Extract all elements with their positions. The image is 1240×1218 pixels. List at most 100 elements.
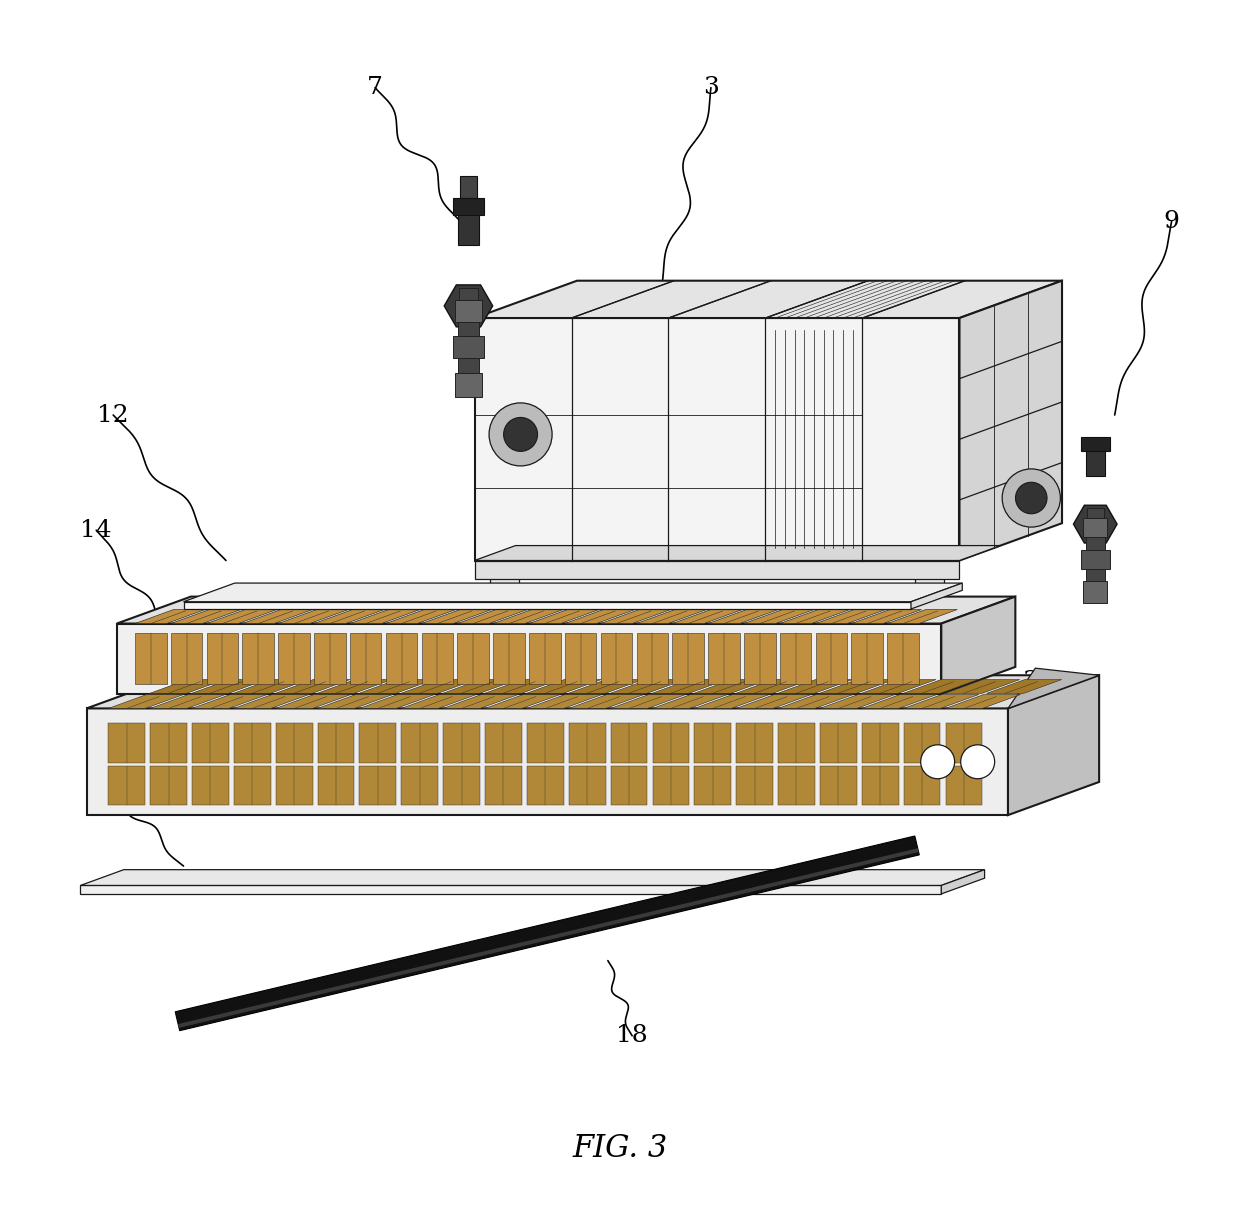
Polygon shape [475,546,1001,560]
Polygon shape [777,723,815,762]
Polygon shape [234,694,309,709]
Polygon shape [443,766,480,805]
Polygon shape [527,694,603,709]
Polygon shape [527,723,564,762]
Polygon shape [233,680,309,693]
Polygon shape [735,680,811,693]
Polygon shape [820,680,894,693]
Polygon shape [777,766,815,805]
Polygon shape [485,680,559,693]
Polygon shape [87,709,1008,815]
Polygon shape [207,609,277,624]
Polygon shape [108,694,184,709]
Circle shape [1002,469,1060,527]
Polygon shape [737,723,773,762]
Polygon shape [672,633,704,685]
Polygon shape [911,583,962,609]
Polygon shape [565,609,635,624]
Polygon shape [350,633,382,685]
Polygon shape [777,680,852,693]
Polygon shape [1074,505,1117,543]
Polygon shape [636,609,707,624]
Polygon shape [610,680,684,693]
Polygon shape [402,766,438,805]
Polygon shape [820,723,857,762]
Polygon shape [527,766,564,805]
Text: 14: 14 [81,519,112,542]
Polygon shape [443,723,480,762]
Polygon shape [568,680,644,693]
Polygon shape [526,680,601,693]
Polygon shape [485,694,560,709]
Polygon shape [820,766,857,805]
Polygon shape [275,723,312,762]
Polygon shape [135,609,205,624]
Polygon shape [459,287,479,300]
Polygon shape [1085,442,1105,476]
Polygon shape [135,633,166,685]
Polygon shape [494,633,525,685]
Polygon shape [275,694,351,709]
Polygon shape [1086,508,1104,518]
Polygon shape [278,609,348,624]
Polygon shape [278,633,310,685]
Polygon shape [816,633,847,685]
Polygon shape [610,723,647,762]
Polygon shape [350,609,420,624]
Polygon shape [360,766,397,805]
Polygon shape [108,723,145,762]
Polygon shape [402,723,438,762]
Polygon shape [207,633,238,685]
Polygon shape [903,680,978,693]
Circle shape [489,403,552,466]
Polygon shape [453,199,484,214]
Polygon shape [458,633,489,685]
Polygon shape [184,602,911,609]
Polygon shape [150,766,187,805]
Polygon shape [316,680,392,693]
Polygon shape [175,836,919,1030]
Polygon shape [458,203,480,245]
Polygon shape [569,723,605,762]
Polygon shape [945,680,1019,693]
Text: 3: 3 [703,77,719,99]
Polygon shape [234,766,270,805]
Text: 12: 12 [98,403,129,426]
Polygon shape [358,680,434,693]
Polygon shape [458,609,527,624]
Polygon shape [422,633,453,685]
Polygon shape [652,766,689,805]
Polygon shape [455,300,482,322]
Polygon shape [946,766,982,805]
Polygon shape [443,694,518,709]
Polygon shape [708,633,740,685]
Polygon shape [314,633,346,685]
Polygon shape [1085,537,1105,549]
Polygon shape [694,723,732,762]
Polygon shape [458,358,480,373]
Polygon shape [888,633,919,685]
Polygon shape [820,694,895,709]
Polygon shape [904,694,978,709]
Polygon shape [862,694,937,709]
Polygon shape [1008,669,1099,709]
Polygon shape [1008,675,1099,815]
Polygon shape [569,766,605,805]
Polygon shape [81,885,941,894]
Polygon shape [694,766,732,805]
Polygon shape [652,680,727,693]
Polygon shape [192,694,267,709]
Text: FIG. 3: FIG. 3 [573,1133,667,1164]
Polygon shape [171,609,241,624]
Polygon shape [852,633,883,685]
Circle shape [961,744,994,778]
Polygon shape [460,177,477,199]
Polygon shape [243,633,274,685]
Text: 7: 7 [367,77,383,99]
Polygon shape [862,766,899,805]
Polygon shape [565,633,596,685]
Polygon shape [960,280,1061,560]
Polygon shape [861,680,936,693]
Polygon shape [150,694,226,709]
Polygon shape [652,723,689,762]
